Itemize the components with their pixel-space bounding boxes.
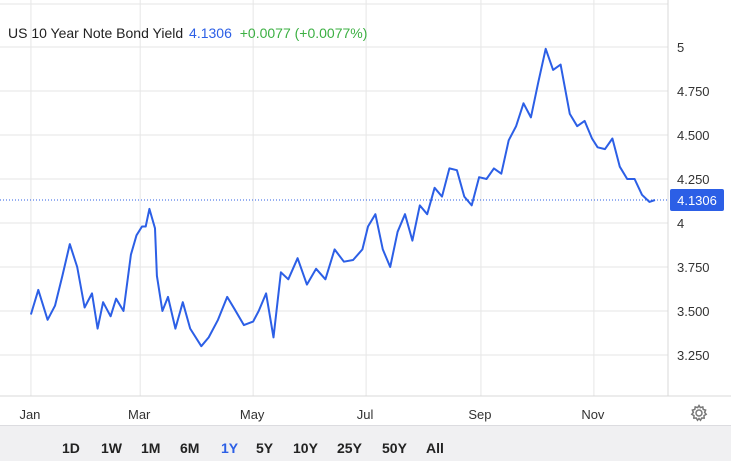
current-price: 4.1306 bbox=[189, 25, 232, 41]
yield-series-line[interactable] bbox=[29, 47, 656, 348]
chart-header: US 10 Year Note Bond Yield 4.1306 +0.007… bbox=[8, 25, 367, 41]
x-tick-label: Mar bbox=[128, 407, 151, 422]
line-chart[interactable]: 5 4.750 4.500 4.250 4 3.750 3.500 3.250 Jan Mar Ma… bbox=[0, 0, 731, 425]
range-button-50y[interactable]: 50Y bbox=[382, 440, 407, 456]
current-value-badge bbox=[670, 189, 724, 212]
range-button-6m[interactable]: 6M bbox=[180, 440, 200, 456]
range-button-1m[interactable]: 1M bbox=[141, 440, 161, 456]
range-button-all[interactable]: All bbox=[426, 440, 444, 456]
y-tick-label: 3.250 bbox=[677, 348, 710, 363]
range-button-25y[interactable]: 25Y bbox=[337, 440, 362, 456]
chart-title: US 10 Year Note Bond Yield bbox=[8, 25, 184, 41]
y-tick-label: 3.500 bbox=[677, 304, 710, 319]
range-button-10y[interactable]: 10Y bbox=[293, 440, 318, 456]
range-button-5y[interactable]: 5Y bbox=[256, 440, 274, 456]
y-tick-label: 4.500 bbox=[677, 128, 710, 143]
y-tick-label: 4 bbox=[677, 216, 684, 231]
range-button-1d[interactable]: 1D bbox=[62, 440, 80, 456]
x-tick-label: Jan bbox=[19, 407, 40, 422]
x-tick-label: Nov bbox=[581, 407, 605, 422]
range-selector-bar: 1D 1W 1M 6M 1Y 5Y 10Y 25Y 50Y All bbox=[0, 425, 731, 461]
chart-area: US 10 Year Note Bond Yield 4.1306 +0.007… bbox=[0, 0, 731, 425]
range-button-1y[interactable]: 1Y bbox=[221, 440, 239, 456]
current-value-label: 4.1306 bbox=[677, 193, 717, 208]
x-tick-label: May bbox=[240, 407, 265, 422]
y-tick-label: 4.750 bbox=[677, 84, 710, 99]
x-tick-label: Jul bbox=[357, 407, 374, 422]
settings-button[interactable] bbox=[689, 403, 709, 423]
range-button-1w[interactable]: 1W bbox=[101, 440, 122, 456]
y-tick-label: 4.250 bbox=[677, 172, 710, 187]
y-tick-label: 3.750 bbox=[677, 260, 710, 275]
y-tick-label: 5 bbox=[677, 40, 684, 55]
gear-icon bbox=[690, 404, 708, 422]
x-tick-label: Sep bbox=[468, 407, 491, 422]
price-change: +0.0077 (+0.0077%) bbox=[239, 25, 368, 41]
